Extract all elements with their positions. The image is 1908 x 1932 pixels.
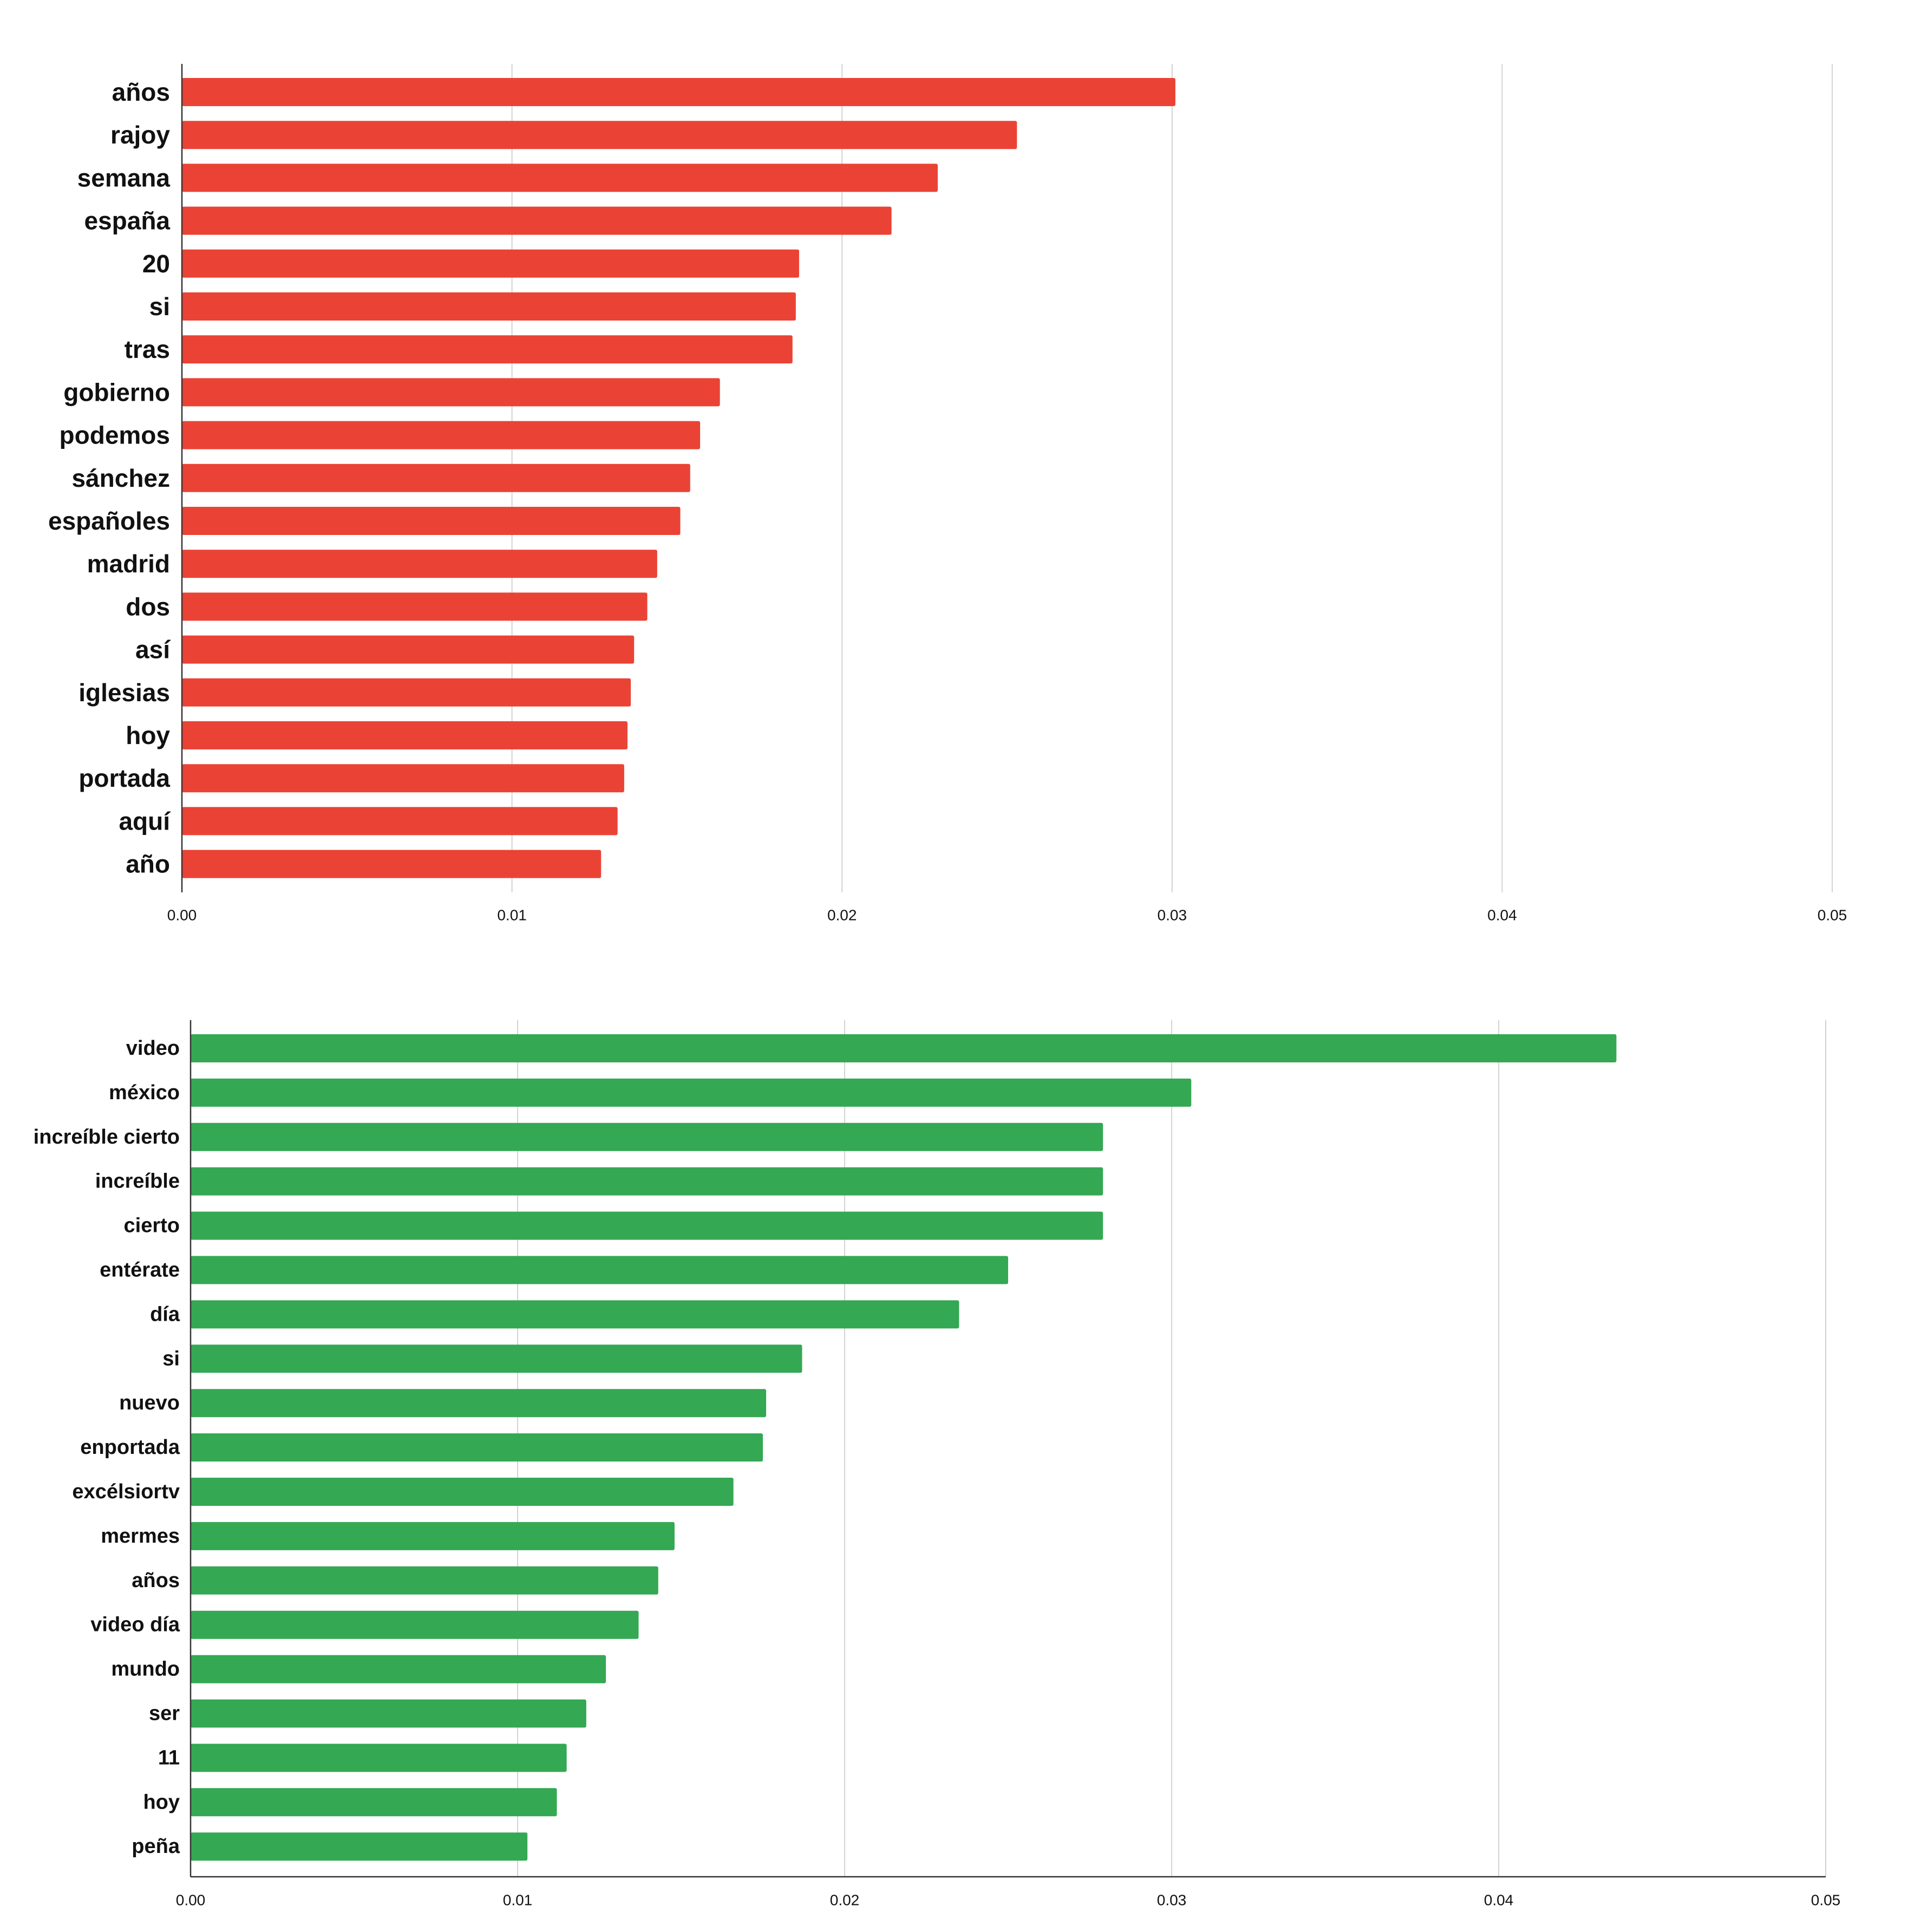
category-label: mermes xyxy=(101,1525,180,1548)
category-label: sánchez xyxy=(71,464,170,492)
bar-video-día xyxy=(191,1610,639,1639)
category-label: 20 xyxy=(142,250,170,278)
bar-madrid xyxy=(182,550,657,578)
category-label: video día xyxy=(90,1614,180,1636)
bar-rajoy xyxy=(182,121,1017,149)
bar-gobierno xyxy=(182,378,720,407)
bar-hoy xyxy=(182,721,628,749)
x-tick-label: 0.01 xyxy=(503,1892,533,1909)
category-label: cierto xyxy=(124,1215,180,1237)
bar-nuevo xyxy=(191,1389,767,1418)
bar-video xyxy=(191,1034,1617,1062)
x-tick-label: 0.05 xyxy=(1811,1892,1841,1909)
bar-podemos xyxy=(182,421,701,449)
category-label: españoles xyxy=(48,507,170,535)
top-bar-chart: años rajoy semana españa 20 si tras gobierno pod… xyxy=(48,64,1847,924)
bar-españoles xyxy=(182,507,681,535)
x-tick-label: 0.02 xyxy=(827,907,857,924)
bar-día xyxy=(191,1300,959,1329)
bar-así xyxy=(182,635,635,664)
x-tick-label: 0.03 xyxy=(1158,907,1187,924)
category-label: entérate xyxy=(100,1259,180,1282)
category-label: años xyxy=(132,1569,180,1592)
bar-entérate xyxy=(191,1256,1008,1284)
category-label: gobierno xyxy=(63,378,170,406)
x-tick-label: 0.01 xyxy=(497,907,527,924)
x-tick-label: 0.00 xyxy=(176,1892,206,1909)
bar-sánchez xyxy=(182,464,690,492)
category-label: podemos xyxy=(60,421,170,449)
category-label: excélsiortv xyxy=(72,1480,180,1503)
category-label: mundo xyxy=(111,1658,180,1681)
category-label: ser xyxy=(149,1702,180,1725)
bar-iglesias xyxy=(182,678,631,707)
category-label: rajoy xyxy=(110,121,170,149)
bar-semana xyxy=(182,164,938,192)
bar-increíble xyxy=(191,1167,1103,1196)
x-tick-label: 0.02 xyxy=(830,1892,860,1909)
category-label: nuevo xyxy=(119,1392,180,1414)
bar-portada xyxy=(182,764,624,793)
category-label: hoy xyxy=(126,721,170,749)
category-label: españa xyxy=(84,207,170,235)
category-label: portada xyxy=(79,764,170,792)
category-label: dos xyxy=(126,592,170,621)
bar-enportada xyxy=(191,1433,763,1462)
category-label: increíble xyxy=(95,1170,180,1193)
category-label: si xyxy=(162,1347,180,1370)
category-label: hoy xyxy=(143,1791,180,1813)
bar-increíble-cierto xyxy=(191,1122,1103,1151)
category-label: méxico xyxy=(109,1081,180,1104)
bar-mermes xyxy=(191,1522,675,1550)
bar-tras xyxy=(182,335,793,364)
bar-peña xyxy=(191,1832,528,1861)
category-label: tras xyxy=(125,335,170,363)
category-label: madrid xyxy=(87,550,170,578)
bar-mundo xyxy=(191,1655,606,1683)
bar-11 xyxy=(191,1744,567,1772)
bar-españa xyxy=(182,206,892,235)
bar-año xyxy=(182,850,602,878)
bar-excélsiortv xyxy=(191,1478,734,1506)
category-label: 11 xyxy=(158,1746,180,1769)
category-label: así xyxy=(135,636,171,664)
category-label: día xyxy=(150,1303,180,1326)
category-label: peña xyxy=(132,1835,180,1858)
bar-20 xyxy=(182,249,799,278)
category-label: semana xyxy=(77,164,171,192)
x-tick-label: 0.03 xyxy=(1157,1892,1187,1909)
category-label: video xyxy=(126,1037,180,1060)
bar-aquí xyxy=(182,807,618,836)
x-tick-label: 0.04 xyxy=(1487,907,1517,924)
bar-ser xyxy=(191,1699,586,1728)
bar-años xyxy=(182,78,1175,106)
bar-si xyxy=(182,292,796,321)
category-label: iglesias xyxy=(79,678,170,707)
category-label: enportada xyxy=(80,1436,180,1459)
bar-hoy xyxy=(191,1788,557,1817)
x-tick-label: 0.04 xyxy=(1484,1892,1514,1909)
category-label: si xyxy=(149,292,170,321)
bar-méxico xyxy=(191,1078,1192,1107)
category-label: aquí xyxy=(119,807,171,835)
bar-cierto xyxy=(191,1211,1103,1240)
bar-si xyxy=(191,1344,802,1373)
bar-años xyxy=(191,1566,658,1595)
bar-dos xyxy=(182,592,648,621)
category-label: increíble cierto xyxy=(34,1126,180,1148)
category-label: años xyxy=(112,78,170,106)
category-label: año xyxy=(126,850,170,878)
x-tick-label: 0.05 xyxy=(1818,907,1847,924)
x-tick-label: 0.00 xyxy=(167,907,197,924)
bottom-bar-chart: video méxico increíble cierto increíble cier… xyxy=(34,1020,1841,1909)
